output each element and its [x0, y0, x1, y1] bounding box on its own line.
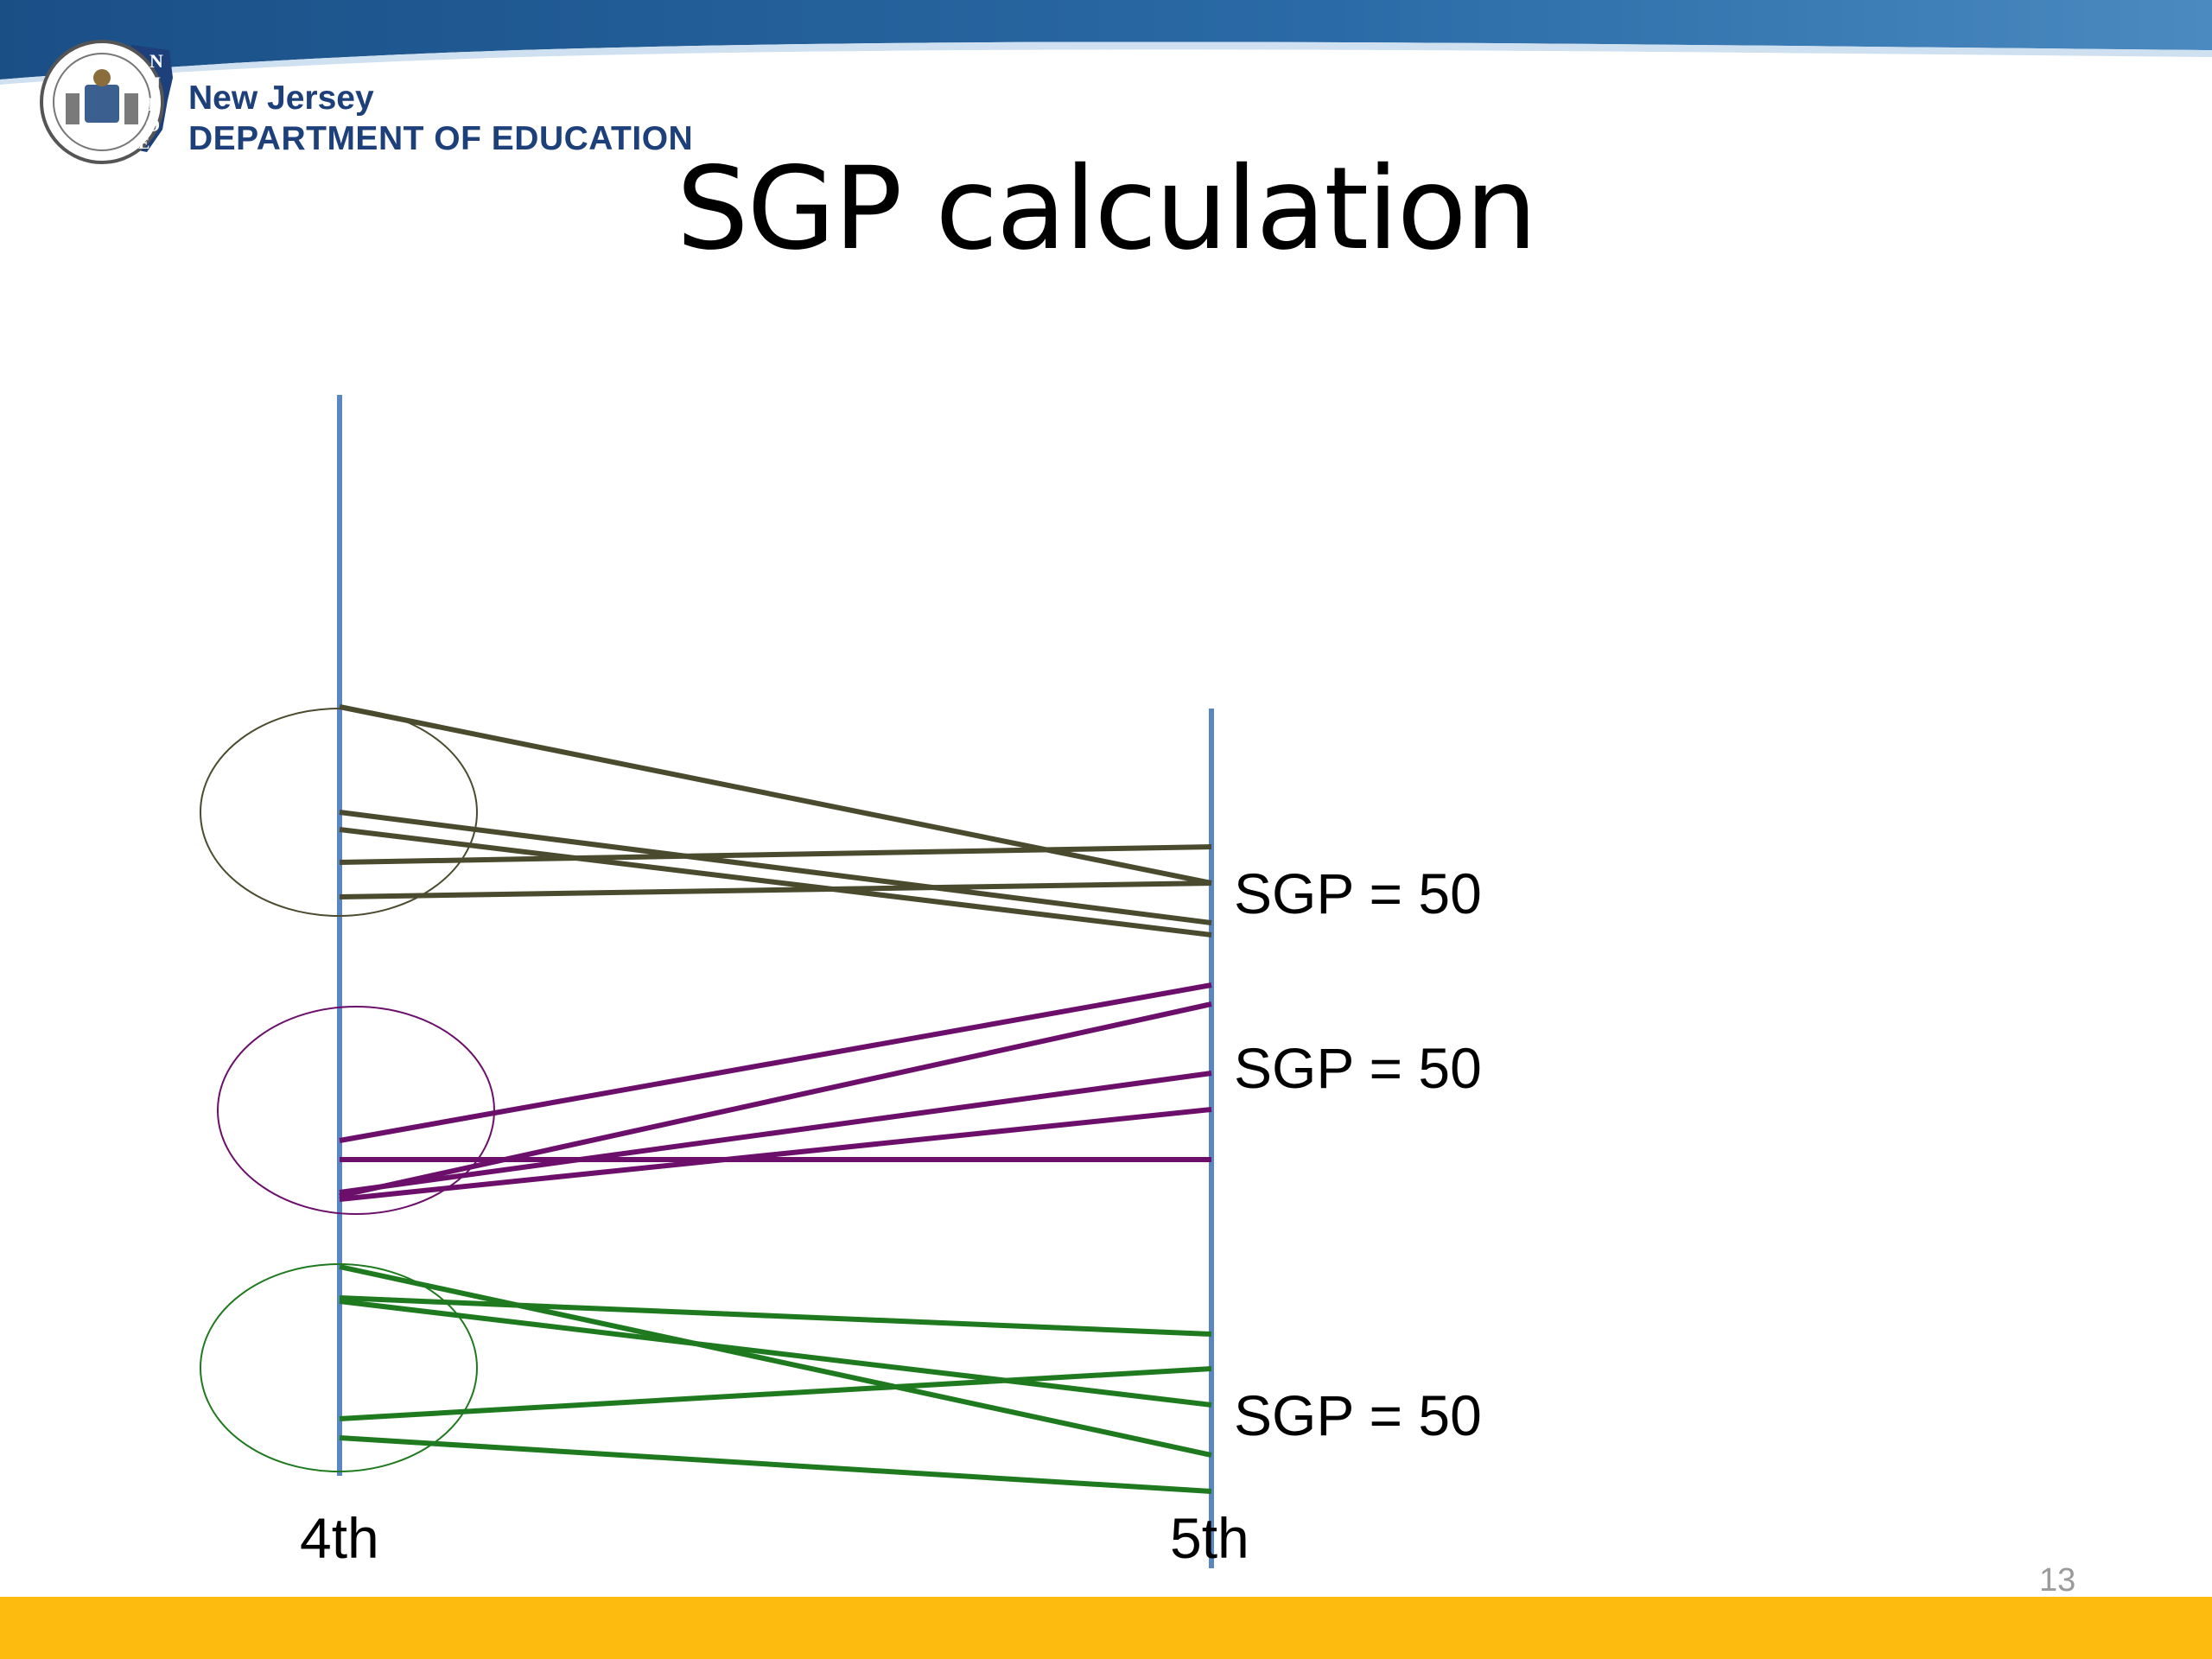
header-banner	[0, 0, 2212, 79]
group-1-ellipse	[200, 708, 478, 917]
org-name-line2: DEPARTMENT OF EDUCATION	[188, 120, 694, 157]
svg-text:D: D	[148, 93, 162, 115]
svg-text:E: E	[138, 134, 149, 153]
group-3-ellipse	[200, 1263, 478, 1472]
group-1-lines	[200, 704, 1212, 938]
axis-4th-label: 4th	[300, 1506, 379, 1570]
group-3-sgp-label: SGP = 50	[1234, 1383, 1482, 1447]
svg-text:J: J	[151, 73, 161, 94]
group-2-sgp-label: SGP = 50	[1234, 1036, 1482, 1100]
group-2-lines	[217, 982, 1212, 1215]
group-2-ellipse	[217, 1006, 495, 1215]
group-1-sgp-label: SGP = 50	[1234, 861, 1482, 925]
footer-bar	[0, 1597, 2212, 1659]
svg-text:O: O	[145, 114, 160, 136]
slide-title: SGP calculation	[676, 143, 1537, 276]
org-name-line1: New Jersey	[188, 79, 374, 117]
header-banner-highlight	[0, 41, 2212, 85]
page-number: 13	[2039, 1562, 2076, 1599]
axis-5th-label: 5th	[1170, 1506, 1249, 1570]
svg-text:N: N	[149, 50, 163, 72]
njdoe-seal-logo: N J D O E	[40, 40, 173, 164]
group-3-lines	[200, 1263, 1212, 1494]
